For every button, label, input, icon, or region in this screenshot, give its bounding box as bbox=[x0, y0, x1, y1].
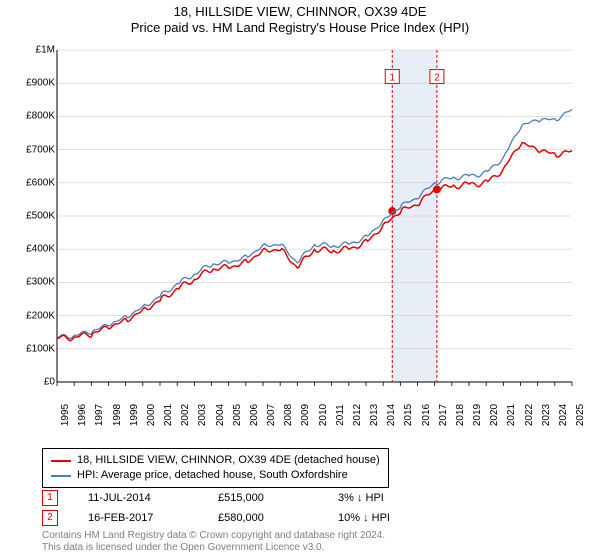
x-tick-label: 1996 bbox=[77, 404, 88, 426]
y-tick-label: £700K bbox=[26, 144, 55, 155]
y-tick-label: £0 bbox=[44, 377, 55, 388]
x-tick-label: 2005 bbox=[232, 404, 243, 426]
x-tick-label: 2009 bbox=[300, 404, 311, 426]
x-tick-label: 2015 bbox=[403, 404, 414, 426]
legend-label-series1: 18, HILLSIDE VIEW, CHINNOR, OX39 4DE (de… bbox=[77, 453, 380, 468]
x-tick-label: 2014 bbox=[386, 404, 397, 426]
y-tick-label: £1M bbox=[36, 45, 55, 56]
svg-text:1: 1 bbox=[389, 73, 395, 84]
event-change-1: 3% ↓ HPI bbox=[338, 492, 458, 504]
event-list: 1 11-JUL-2014 £515,000 3% ↓ HPI 2 16-FEB… bbox=[42, 488, 458, 528]
x-tick-label: 2013 bbox=[369, 404, 380, 426]
y-tick-label: £300K bbox=[26, 277, 55, 288]
y-tick-label: £600K bbox=[26, 177, 55, 188]
legend-row-series2: HPI: Average price, detached house, Sout… bbox=[51, 468, 380, 483]
svg-text:2: 2 bbox=[434, 73, 440, 84]
chart-title-block: 18, HILLSIDE VIEW, CHINNOR, OX39 4DE Pri… bbox=[0, 0, 600, 35]
x-tick-label: 2012 bbox=[352, 404, 363, 426]
x-tick-label: 2008 bbox=[283, 404, 294, 426]
x-tick-label: 2024 bbox=[558, 404, 569, 426]
x-tick-label: 2025 bbox=[575, 404, 586, 426]
title-subtitle: Price paid vs. HM Land Registry's House … bbox=[0, 20, 600, 35]
chart-legend: 18, HILLSIDE VIEW, CHINNOR, OX39 4DE (de… bbox=[42, 448, 389, 488]
x-tick-label: 1998 bbox=[112, 404, 123, 426]
legend-swatch-red bbox=[51, 460, 71, 462]
x-tick-label: 2017 bbox=[438, 404, 449, 426]
x-tick-label: 2022 bbox=[524, 404, 535, 426]
x-tick-label: 1995 bbox=[60, 404, 71, 426]
event-row-1: 1 11-JUL-2014 £515,000 3% ↓ HPI bbox=[42, 488, 458, 508]
event-marker-1: 1 bbox=[42, 490, 58, 506]
event-marker-2: 2 bbox=[42, 510, 58, 526]
legend-row-series1: 18, HILLSIDE VIEW, CHINNOR, OX39 4DE (de… bbox=[51, 453, 380, 468]
y-tick-label: £200K bbox=[26, 310, 55, 321]
event-row-2: 2 16-FEB-2017 £580,000 10% ↓ HPI bbox=[42, 508, 458, 528]
y-tick-label: £500K bbox=[26, 211, 55, 222]
x-tick-label: 1999 bbox=[129, 404, 140, 426]
y-tick-label: £800K bbox=[26, 111, 55, 122]
legend-label-series2: HPI: Average price, detached house, Sout… bbox=[77, 468, 348, 483]
x-tick-label: 2018 bbox=[455, 404, 466, 426]
footer-copyright: Contains HM Land Registry data © Crown c… bbox=[42, 530, 385, 542]
x-tick-label: 2006 bbox=[249, 404, 260, 426]
y-tick-label: £400K bbox=[26, 244, 55, 255]
event-price-1: £515,000 bbox=[218, 492, 338, 504]
legend-swatch-blue bbox=[51, 475, 71, 477]
x-tick-label: 1997 bbox=[94, 404, 105, 426]
x-tick-label: 2004 bbox=[215, 404, 226, 426]
x-tick-label: 2016 bbox=[421, 404, 432, 426]
y-tick-label: £900K bbox=[26, 78, 55, 89]
x-tick-label: 2020 bbox=[489, 404, 500, 426]
x-tick-label: 2011 bbox=[335, 404, 346, 426]
event-date-2: 16-FEB-2017 bbox=[88, 512, 218, 524]
event-price-2: £580,000 bbox=[218, 512, 338, 524]
chart-footer: Contains HM Land Registry data © Crown c… bbox=[42, 530, 385, 554]
y-tick-label: £100K bbox=[26, 343, 55, 354]
price-chart: 12 bbox=[42, 42, 582, 392]
x-tick-label: 2019 bbox=[472, 404, 483, 426]
event-change-2: 10% ↓ HPI bbox=[338, 512, 458, 524]
footer-licence: This data is licensed under the Open Gov… bbox=[42, 542, 385, 554]
x-tick-label: 2007 bbox=[266, 404, 277, 426]
x-tick-label: 2021 bbox=[506, 404, 517, 426]
x-tick-label: 2001 bbox=[163, 404, 174, 426]
title-address: 18, HILLSIDE VIEW, CHINNOR, OX39 4DE bbox=[0, 4, 600, 19]
x-tick-label: 2023 bbox=[541, 404, 552, 426]
x-tick-label: 2010 bbox=[318, 404, 329, 426]
x-tick-label: 2002 bbox=[180, 404, 191, 426]
event-date-1: 11-JUL-2014 bbox=[88, 492, 218, 504]
x-tick-label: 2003 bbox=[197, 404, 208, 426]
x-tick-label: 2000 bbox=[146, 404, 157, 426]
